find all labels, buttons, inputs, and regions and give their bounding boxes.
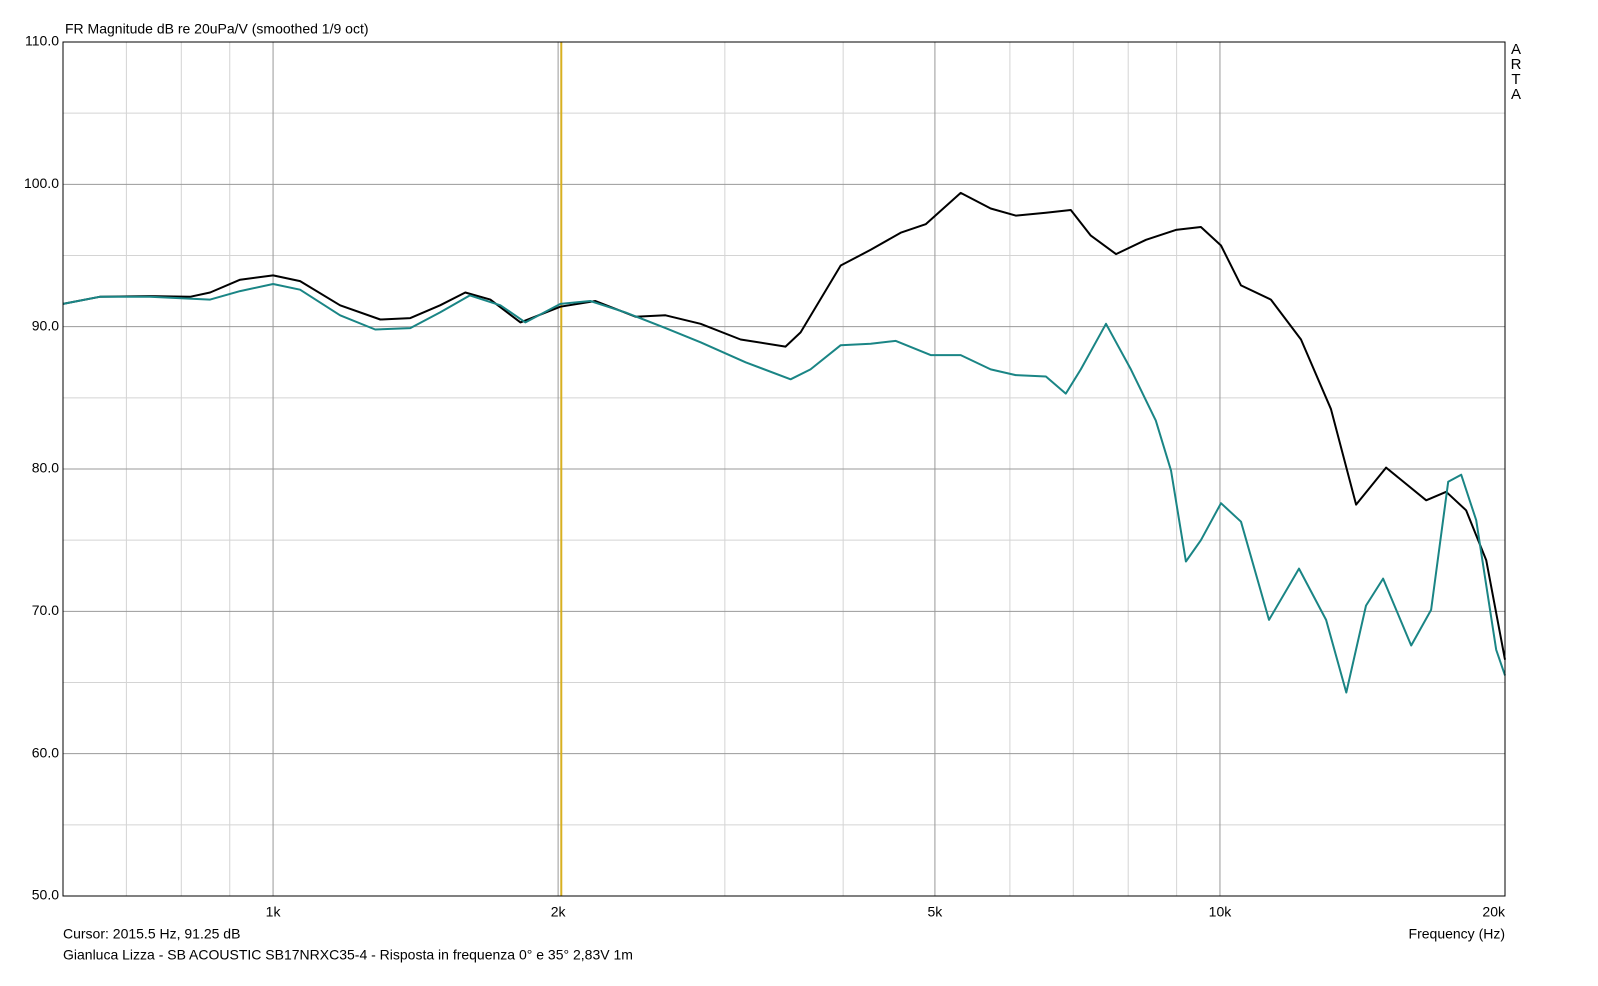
series-line — [62, 191, 1506, 660]
chart-title: FR Magnitude dB re 20uPa/V (smoothed 1/9… — [65, 21, 369, 37]
y-tick-label: 80.0 — [32, 460, 59, 476]
brand: ARTA — [1510, 41, 1522, 103]
plot-frame — [62, 41, 1506, 897]
y-tick-label: 70.0 — [32, 602, 59, 618]
y-tick-label: 100.0 — [24, 175, 59, 191]
cursor-readout: Cursor: 2015.5 Hz, 91.25 dB — [63, 926, 240, 942]
series-line — [62, 283, 1506, 694]
x-tick-label: 1k — [266, 904, 282, 920]
footer: Gianluca Lizza - SB ACOUSTIC SB17NRXC35-… — [63, 947, 633, 963]
x-axis-label: Frequency (Hz) — [1409, 926, 1505, 942]
x-tick-label: 5k — [928, 904, 944, 920]
x-tick-label: 2k — [551, 904, 567, 920]
x-tick-label: 10k — [1209, 904, 1233, 920]
plot-lines — [62, 42, 1506, 896]
x-tick-label: 20k — [1482, 904, 1506, 920]
y-tick-label: 60.0 — [32, 744, 59, 760]
y-tick-label: 90.0 — [32, 317, 59, 333]
y-tick-label: 110.0 — [25, 33, 59, 49]
y-tick-label: 50.0 — [32, 887, 59, 903]
grid — [63, 41, 1506, 897]
